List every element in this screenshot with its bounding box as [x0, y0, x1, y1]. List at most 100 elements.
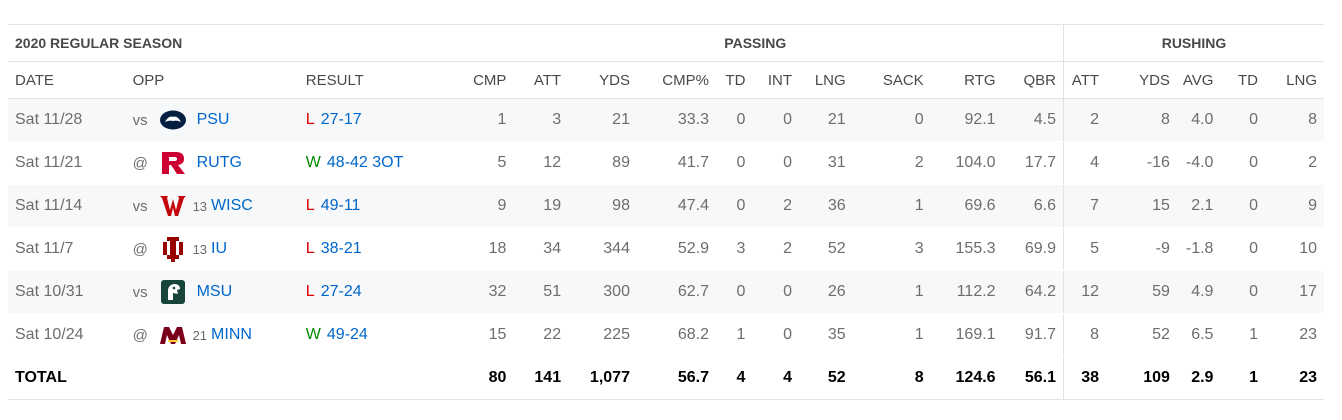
result-wl: L — [305, 283, 315, 300]
rush-td: 0 — [1220, 227, 1266, 271]
rush-yds: 15 — [1106, 184, 1177, 228]
cmp: 1 — [447, 98, 514, 142]
col-rush-yds: YDS — [1106, 61, 1177, 99]
game-date: Sat 11/7 — [8, 227, 133, 271]
sack: 3 — [852, 227, 931, 271]
score-link[interactable]: 49-11 — [320, 197, 361, 214]
opponent-cell: @ 21 MINN — [132, 313, 306, 357]
rtg: 155.3 — [930, 227, 1003, 271]
game-log-table: 2020 REGULAR SEASON PASSING RUSHING DATE… — [8, 24, 1324, 400]
rushing-header: RUSHING — [1062, 24, 1324, 62]
rush-yds: -16 — [1106, 141, 1177, 185]
total-lng: 52 — [799, 356, 853, 400]
opponent-link[interactable]: WISC — [211, 197, 253, 214]
game-date: Sat 11/14 — [8, 184, 133, 228]
td: 0 — [715, 270, 753, 314]
td: 0 — [715, 184, 753, 228]
game-date: Sat 11/21 — [8, 141, 133, 185]
rush-avg: 2.1 — [1176, 184, 1221, 228]
opponent-link[interactable]: MINN — [211, 326, 252, 343]
opponent-link[interactable]: IU — [211, 240, 228, 257]
col-rush-avg: AVG — [1176, 61, 1221, 99]
result-wl: W — [305, 326, 321, 343]
rtg: 69.6 — [930, 184, 1003, 228]
score-link[interactable]: 38-21 — [320, 240, 362, 257]
cmp-pct: 33.3 — [636, 98, 716, 142]
rush-td: 0 — [1220, 270, 1266, 314]
psu-logo-icon[interactable] — [159, 107, 187, 133]
opponent-cell: @ 13 IU — [132, 227, 306, 271]
qbr: 69.9 — [1002, 227, 1064, 271]
cmp-pct: 52.9 — [636, 227, 716, 271]
td: 1 — [715, 313, 753, 357]
col-qbr: QBR — [1002, 61, 1064, 99]
int: 0 — [752, 141, 800, 185]
cmp-pct: 62.7 — [636, 270, 716, 314]
att: 34 — [513, 227, 569, 271]
col-lng: LNG — [799, 61, 853, 99]
result-cell: L 27-17 — [305, 98, 448, 142]
rush-att: 8 — [1062, 313, 1107, 357]
col-opp: OPP — [132, 61, 306, 99]
yds: 225 — [568, 313, 637, 357]
total-int: 4 — [752, 356, 800, 400]
score-link[interactable]: 27-17 — [320, 111, 362, 128]
rush-att: 4 — [1062, 141, 1107, 185]
int: 0 — [752, 98, 800, 142]
indiana-logo-icon[interactable] — [159, 236, 187, 262]
rush-td: 0 — [1220, 98, 1266, 142]
totals-row: TOTAL 80 141 1,077 56.7 4 4 52 8 124.6 5… — [8, 356, 1324, 400]
location-marker: vs — [132, 283, 148, 301]
minnesota-logo-icon[interactable] — [159, 322, 187, 348]
col-td: TD — [715, 61, 753, 99]
lng: 36 — [799, 184, 853, 228]
location-marker: @ — [132, 240, 148, 258]
result-wl: L — [305, 197, 315, 214]
game-date: Sat 10/24 — [8, 313, 133, 357]
score-link[interactable]: 27-24 — [320, 283, 362, 300]
rush-td: 0 — [1220, 184, 1266, 228]
rush-td: 0 — [1220, 141, 1266, 185]
rush-lng: 9 — [1265, 184, 1324, 228]
total-cmp: 80 — [447, 356, 514, 400]
result-wl: W — [305, 154, 321, 171]
result-wl: L — [305, 111, 315, 128]
rush-avg: -1.8 — [1176, 227, 1221, 271]
yds: 98 — [568, 184, 637, 228]
msu-logo-icon[interactable] — [159, 279, 187, 305]
score-link[interactable]: 49-24 — [326, 326, 368, 343]
col-date: DATE — [8, 61, 133, 99]
location-marker: vs — [132, 111, 148, 129]
table-row: Sat 10/31 vs MSU L 27-24 32 51 300 62.7 0… — [8, 270, 1324, 314]
int: 2 — [752, 184, 800, 228]
cmp-pct: 41.7 — [636, 141, 716, 185]
location-marker: @ — [132, 154, 148, 172]
rush-lng: 23 — [1265, 313, 1324, 357]
col-yds: YDS — [568, 61, 637, 99]
total-rush-lng: 23 — [1265, 356, 1324, 400]
opponent-link[interactable]: RUTG — [196, 154, 242, 171]
opponent-link[interactable]: PSU — [196, 111, 230, 128]
location-marker: vs — [132, 197, 148, 215]
rutgers-logo-icon[interactable] — [159, 150, 187, 176]
opponent-cell: vs MSU — [132, 270, 306, 314]
rtg: 169.1 — [930, 313, 1003, 357]
col-att: ATT — [513, 61, 569, 99]
lng: 35 — [799, 313, 853, 357]
rush-att: 12 — [1062, 270, 1107, 314]
cmp: 32 — [447, 270, 514, 314]
opponent-rank: 13 — [192, 241, 208, 257]
col-rush-td: TD — [1220, 61, 1266, 99]
wisconsin-logo-icon[interactable] — [159, 193, 187, 219]
table-row: Sat 11/7 @ 13 IU L 38-21 18 34 344 52.9 3… — [8, 227, 1324, 271]
rtg: 104.0 — [930, 141, 1003, 185]
att: 12 — [513, 141, 569, 185]
col-rtg: RTG — [930, 61, 1003, 99]
lng: 31 — [799, 141, 853, 185]
opponent-link[interactable]: MSU — [196, 283, 233, 300]
passing-header: PASSING — [447, 24, 1064, 62]
total-label: TOTAL — [8, 356, 448, 400]
score-link[interactable]: 48-42 3OT — [326, 154, 404, 171]
cmp-pct: 68.2 — [636, 313, 716, 357]
rtg: 112.2 — [930, 270, 1003, 314]
